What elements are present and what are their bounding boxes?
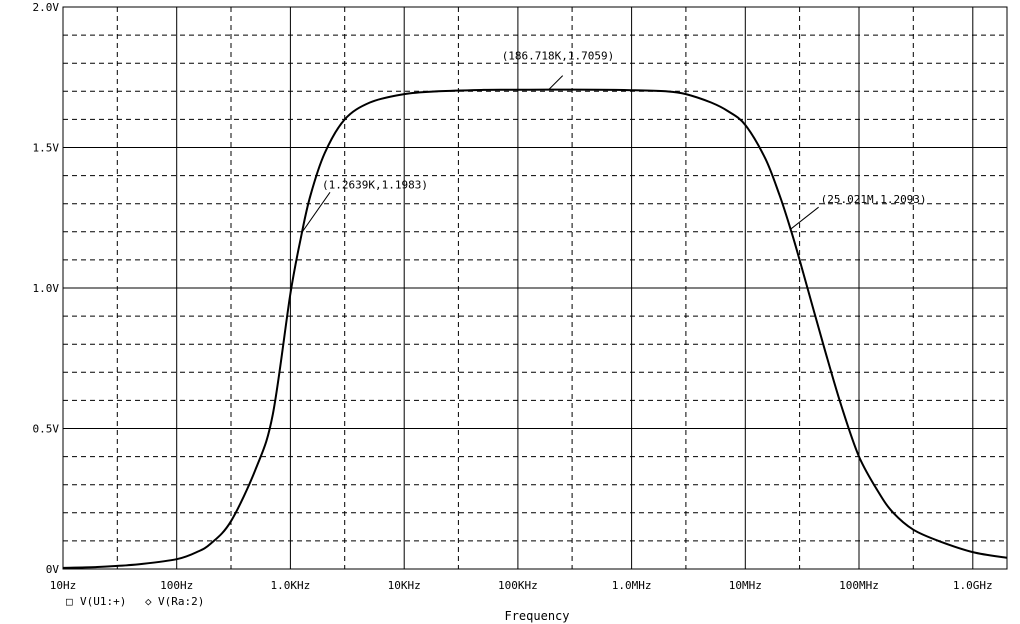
legend: □ V(U1:+) ◇ V(Ra:2) bbox=[66, 595, 204, 608]
annotation-leader bbox=[301, 192, 331, 233]
legend-entry-1-label: V(U1:+) bbox=[80, 595, 126, 608]
y-tick-label: 0V bbox=[46, 563, 60, 576]
legend-entry-1-marker: □ bbox=[66, 595, 73, 608]
y-tick-label: 1.0V bbox=[33, 282, 60, 295]
x-tick-label: 1.0MHz bbox=[612, 579, 652, 592]
annotations: (1.2639K,1.1983) (186.718K,1.7059) (25.021… bbox=[301, 50, 927, 233]
x-tick-label: 100Hz bbox=[160, 579, 193, 592]
y-tick-label: 0.5V bbox=[33, 423, 60, 436]
x-tick-label: 100MHz bbox=[839, 579, 879, 592]
y-tick-label: 1.5V bbox=[33, 142, 60, 155]
legend-entry-2-label: V(Ra:2) bbox=[158, 595, 204, 608]
y-axis-ticks: 0V 0.5V 1.0V 1.5V 2.0V bbox=[33, 1, 60, 576]
x-tick-label: 1.0GHz bbox=[953, 579, 993, 592]
plot-area bbox=[62, 6, 1008, 570]
x-tick-label: 10KHz bbox=[388, 579, 421, 592]
annotation-leader bbox=[790, 206, 819, 230]
x-axis-ticks: 10Hz 100Hz 1.0KHz 10KHz 100KHz 1.0MHz 10MHz 100… bbox=[50, 579, 993, 592]
annotation-label: (1.2639K,1.1983) bbox=[322, 178, 428, 191]
x-tick-label: 100KHz bbox=[498, 579, 538, 592]
x-tick-label: 10MHz bbox=[729, 579, 762, 592]
annotation-leader bbox=[548, 75, 564, 90]
annotation-label: (25.021M,1.2093) bbox=[821, 193, 927, 206]
x-axis-label: Frequency bbox=[504, 609, 569, 623]
legend-entry-2-marker: ◇ bbox=[145, 595, 152, 608]
y-tick-label: 2.0V bbox=[33, 1, 60, 14]
series-line-v-ra2 bbox=[62, 88, 1008, 569]
x-tick-label: 1.0KHz bbox=[271, 579, 311, 592]
annotation-label: (186.718K,1.7059) bbox=[502, 50, 615, 63]
grid bbox=[63, 7, 1007, 569]
x-tick-label: 10Hz bbox=[50, 579, 77, 592]
